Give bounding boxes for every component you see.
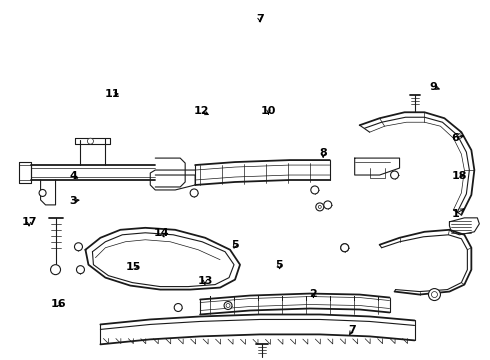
Text: 6: 6	[451, 133, 459, 143]
Circle shape	[428, 289, 441, 301]
Circle shape	[311, 186, 319, 194]
Circle shape	[74, 243, 82, 251]
Text: 8: 8	[319, 148, 327, 158]
Circle shape	[174, 303, 182, 311]
Text: 7: 7	[256, 14, 264, 24]
Circle shape	[341, 244, 349, 252]
Circle shape	[87, 138, 94, 144]
Circle shape	[76, 266, 84, 274]
Circle shape	[39, 189, 46, 197]
Circle shape	[316, 203, 324, 211]
Circle shape	[224, 302, 232, 310]
Text: 17: 17	[21, 217, 37, 227]
Text: 13: 13	[197, 276, 213, 286]
Text: 10: 10	[261, 106, 276, 116]
Text: 4: 4	[69, 171, 77, 181]
Circle shape	[391, 171, 398, 179]
Text: 12: 12	[193, 106, 209, 116]
Text: 1: 1	[451, 209, 459, 219]
Text: 9: 9	[429, 82, 437, 92]
Text: 16: 16	[50, 299, 66, 309]
Text: 15: 15	[126, 262, 141, 272]
Circle shape	[341, 244, 349, 252]
Text: 5: 5	[275, 260, 283, 270]
Circle shape	[324, 201, 332, 209]
Circle shape	[50, 265, 61, 275]
Text: 7: 7	[348, 325, 356, 335]
Text: 3: 3	[69, 196, 77, 206]
Text: 18: 18	[451, 171, 467, 181]
Circle shape	[190, 189, 198, 197]
Text: 14: 14	[154, 228, 170, 238]
Text: 5: 5	[231, 239, 239, 249]
Text: 11: 11	[104, 89, 120, 99]
Text: 2: 2	[310, 289, 318, 299]
